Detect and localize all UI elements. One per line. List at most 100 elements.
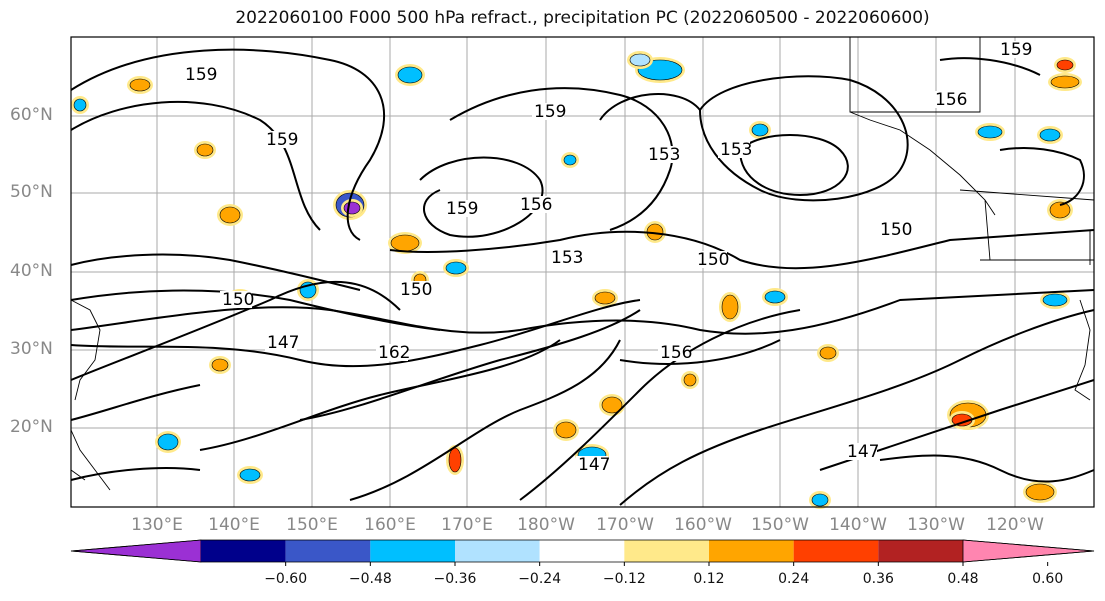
longitude-label: 130°W [907, 515, 965, 535]
colorbar-segment [709, 540, 794, 562]
contour-label-bg [845, 443, 877, 460]
contour-label: 150 [400, 280, 432, 300]
contour-label: 159 [446, 199, 478, 219]
colorbar-tick-label: 0.36 [862, 571, 894, 587]
precip-fill [555, 421, 577, 439]
refractivity-contour [739, 134, 849, 197]
contour-label-bg [695, 251, 727, 268]
colorbar-tick-label: 0.24 [778, 571, 810, 587]
contour-label: 153 [551, 248, 583, 268]
colorbar-segment [539, 540, 625, 562]
colorbar-tick-label: 0.60 [1032, 571, 1064, 587]
precip-fill [1039, 128, 1061, 142]
contour-label: 159 [1000, 40, 1032, 60]
refractivity-contour [619, 339, 781, 365]
refractivity-contour [599, 93, 701, 121]
refractivity-contour [70, 48, 386, 241]
precip-fill [343, 201, 361, 215]
refractivity-contour [199, 339, 561, 451]
colorbar-tick-label: −0.24 [518, 571, 562, 587]
refractivity-contour [699, 75, 909, 202]
precip-fill [157, 433, 179, 451]
contour-label-bg [264, 131, 296, 148]
contour-label-bg [532, 103, 564, 120]
longitude-label: 140°W [829, 515, 887, 535]
contour-label: 156 [660, 343, 692, 363]
precip-fill [601, 396, 623, 414]
precip-fill [563, 154, 577, 166]
refractivity-contour [70, 253, 361, 291]
contour-labels: 159 159 159 159 156 156 153 153 150 150 150 147 147 1… [183, 40, 1032, 475]
precip-fill [390, 234, 420, 252]
precip-fill [129, 78, 151, 92]
refractivity-contour [449, 87, 674, 231]
contour-label: 147 [847, 442, 879, 462]
contour-label: 150 [222, 290, 254, 310]
longitude-label: 120°W [986, 515, 1044, 535]
contour-label: 156 [520, 195, 552, 215]
contour-label-bg [265, 334, 297, 351]
colorbar-tick-label: −0.36 [433, 571, 477, 587]
latitude-label: 50°N [10, 182, 53, 202]
precip-fill [1049, 201, 1071, 219]
chart-title: 2022060100 F000 500 hPa refract., precip… [235, 8, 930, 28]
colorbar-segment [285, 540, 371, 562]
refractivity-contour [349, 339, 621, 501]
contour-label-bg [933, 91, 965, 108]
contour-label-bg [220, 291, 252, 308]
longitude-label: 180°W [517, 515, 575, 535]
graticule [71, 37, 1094, 507]
colorbar-tick-label: 0.12 [693, 571, 725, 587]
contour-label: 159 [266, 130, 298, 150]
contour-label-bg [444, 200, 476, 217]
latitude-label: 30°N [10, 339, 53, 359]
contour-label: 147 [267, 333, 299, 353]
precip-fill [239, 468, 261, 482]
refractivity-contour [939, 57, 1041, 76]
precip-fill [196, 143, 214, 157]
coastline-alaska [849, 37, 1095, 401]
precip-fill [721, 294, 739, 320]
contour-label: 147 [578, 455, 610, 475]
precip-fill [448, 447, 462, 473]
colorbar-segment [455, 540, 540, 562]
colorbar-tick-label: −0.48 [348, 571, 392, 587]
colorbar-extend-high [962, 539, 1095, 563]
precip-fill [445, 261, 467, 275]
longitude-label: 150°W [751, 515, 809, 535]
contour-label-bg [549, 249, 581, 266]
longitude-label: 170°W [596, 515, 654, 535]
contour-label: 150 [697, 250, 729, 270]
colorbar-tick-label: −0.12 [602, 571, 646, 587]
contour-label: 159 [534, 102, 566, 122]
refractivity-contour [70, 100, 321, 231]
contour-label: 159 [185, 65, 217, 85]
longitude-label: 160°W [674, 515, 732, 535]
refractivity-contour [999, 147, 1085, 206]
longitude-label: 140°E [208, 515, 260, 535]
refractivity-contour [419, 156, 544, 238]
refractivity-contour [70, 289, 1095, 335]
precip-fill [1050, 75, 1080, 89]
longitude-label: 130°E [131, 515, 183, 535]
colorbar-extend-low [70, 539, 202, 563]
precip-fill [211, 358, 229, 372]
colorbar-tick-label: 0.48 [947, 571, 979, 587]
contour-label-bg [658, 344, 690, 361]
contour-label-bg [518, 196, 550, 213]
contour-label: 153 [648, 145, 680, 165]
refractivity-contour [819, 379, 1095, 471]
map-frame [70, 36, 1095, 508]
colorbar-segment [624, 540, 709, 562]
contour-label-bg [878, 221, 910, 238]
precip-fill [73, 98, 87, 112]
precip-fill [397, 66, 423, 84]
precip-fill [1025, 483, 1055, 501]
refractivity-contour [879, 454, 1095, 483]
precip-fill [683, 373, 697, 387]
longitude-label: 160°E [364, 515, 416, 535]
contour-label-bg [576, 456, 608, 473]
refractivity-contour [299, 309, 641, 421]
colorbar-segment [370, 540, 455, 562]
